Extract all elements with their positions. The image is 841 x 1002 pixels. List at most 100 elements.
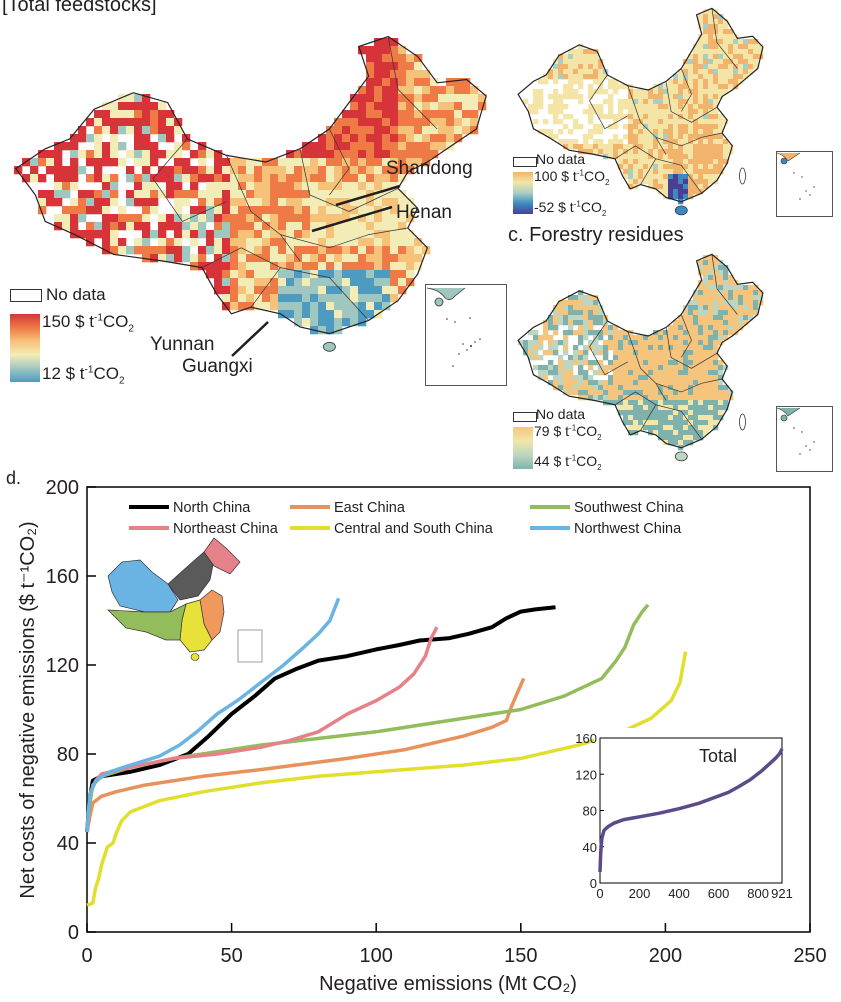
map-cell bbox=[438, 126, 447, 135]
map-cell bbox=[583, 390, 589, 396]
map-cell bbox=[286, 150, 295, 159]
map-cell bbox=[166, 150, 175, 159]
map-cell bbox=[608, 124, 614, 130]
map-cell bbox=[174, 150, 183, 159]
panel-c-colorbar bbox=[513, 427, 533, 469]
map-cell bbox=[648, 94, 654, 100]
map-cell bbox=[718, 114, 724, 120]
map-cell bbox=[673, 99, 679, 105]
map-cell bbox=[214, 182, 223, 191]
map-cell bbox=[374, 134, 383, 143]
map-cell bbox=[728, 295, 734, 301]
map-cell bbox=[262, 254, 271, 263]
map-cell bbox=[713, 400, 719, 406]
map-cell bbox=[583, 315, 589, 321]
map-cell bbox=[593, 104, 599, 110]
map-cell bbox=[723, 320, 729, 326]
map-cell bbox=[334, 302, 343, 311]
map-cell bbox=[578, 290, 584, 296]
map-cell bbox=[703, 350, 709, 356]
map-cell bbox=[673, 370, 679, 376]
map-cell bbox=[142, 182, 151, 191]
map-cell bbox=[633, 149, 639, 155]
map-cell bbox=[174, 142, 183, 151]
map-cell bbox=[693, 124, 699, 130]
map-cell bbox=[643, 109, 649, 115]
map-cell bbox=[150, 118, 159, 127]
map-cell bbox=[553, 89, 559, 95]
map-cell bbox=[568, 139, 574, 145]
map-cell bbox=[678, 355, 684, 361]
map-cell bbox=[718, 144, 724, 150]
map-cell bbox=[254, 262, 263, 271]
map-cell bbox=[728, 64, 734, 70]
map-cell bbox=[588, 89, 594, 95]
map-cell bbox=[533, 109, 539, 115]
map-cell bbox=[633, 134, 639, 140]
map-cell bbox=[350, 142, 359, 151]
map-cell bbox=[628, 119, 634, 125]
map-cell bbox=[310, 278, 319, 287]
map-cell bbox=[738, 325, 744, 331]
map-cell bbox=[294, 174, 303, 183]
min-sup: -1 bbox=[569, 453, 577, 463]
map-cell bbox=[643, 385, 649, 391]
map-cell bbox=[158, 230, 167, 239]
map-cell bbox=[318, 206, 327, 215]
map-cell bbox=[558, 355, 564, 361]
map-cell bbox=[286, 174, 295, 183]
map-cell bbox=[663, 430, 669, 436]
map-cell bbox=[723, 285, 729, 291]
map-cell bbox=[638, 109, 644, 115]
map-cell bbox=[638, 99, 644, 105]
map-cell bbox=[366, 294, 375, 303]
map-cell bbox=[698, 265, 704, 271]
map-cell bbox=[382, 70, 391, 79]
map-cell bbox=[713, 280, 719, 286]
map-cell bbox=[563, 89, 569, 95]
map-cell bbox=[663, 425, 669, 431]
map-cell bbox=[533, 345, 539, 351]
map-cell bbox=[648, 109, 654, 115]
map-cell bbox=[718, 265, 724, 271]
map-cell bbox=[374, 78, 383, 87]
inset-region-north-china bbox=[167, 551, 215, 601]
map-cell bbox=[358, 190, 367, 199]
map-cell bbox=[222, 214, 231, 223]
map-cell bbox=[668, 375, 674, 381]
map-cell bbox=[390, 198, 399, 207]
map-cell bbox=[713, 270, 719, 276]
map-cell bbox=[683, 360, 689, 366]
map-cell bbox=[713, 405, 719, 411]
map-cell bbox=[698, 64, 704, 70]
province-border bbox=[329, 128, 350, 196]
map-cell bbox=[658, 355, 664, 361]
map-cell bbox=[738, 310, 744, 316]
map-cell bbox=[643, 149, 649, 155]
map-cell bbox=[366, 262, 375, 271]
map-cell bbox=[723, 139, 729, 145]
map-cell bbox=[538, 79, 544, 85]
map-cell bbox=[703, 385, 709, 391]
map-cell bbox=[142, 150, 151, 159]
leader-line-guangxi bbox=[231, 321, 269, 357]
map-cell bbox=[713, 310, 719, 316]
map-cell bbox=[703, 255, 709, 261]
map-cell bbox=[588, 310, 594, 316]
map-cell bbox=[150, 206, 159, 215]
x-tick-label: 0 bbox=[81, 945, 92, 967]
map-cell bbox=[748, 290, 754, 296]
map-cell bbox=[198, 262, 207, 271]
map-cell bbox=[653, 184, 659, 190]
map-cell bbox=[628, 390, 634, 396]
province-border bbox=[201, 247, 281, 268]
map-cell bbox=[683, 325, 689, 331]
map-cell bbox=[628, 89, 634, 95]
map-cell bbox=[230, 254, 239, 263]
map-cell bbox=[718, 415, 724, 421]
map-cell bbox=[398, 238, 407, 247]
map-cell bbox=[623, 154, 629, 160]
map-cell bbox=[326, 262, 335, 271]
map-cell bbox=[638, 400, 644, 406]
map-cell bbox=[94, 126, 103, 135]
